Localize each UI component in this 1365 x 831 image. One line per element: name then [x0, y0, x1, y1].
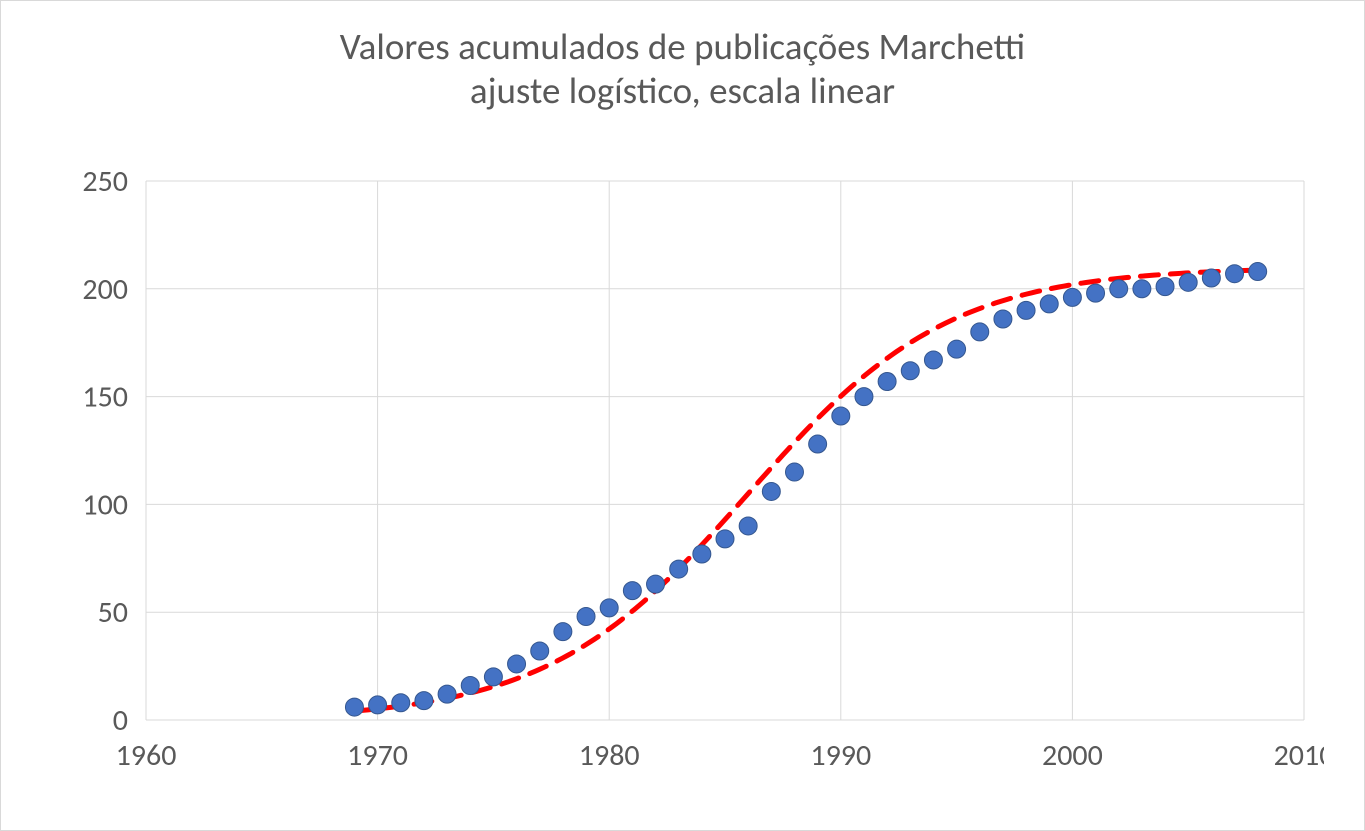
- data-point: [600, 599, 618, 617]
- data-point: [1179, 273, 1197, 291]
- data-point: [554, 623, 572, 641]
- x-tick-label: 2010: [1274, 737, 1324, 774]
- data-point: [809, 435, 827, 453]
- data-point: [716, 530, 734, 548]
- data-point: [508, 655, 526, 673]
- x-tick-label: 1980: [579, 737, 640, 774]
- data-point: [1110, 280, 1128, 298]
- data-point: [1017, 301, 1035, 319]
- data-point: [971, 323, 989, 341]
- data-point: [762, 482, 780, 500]
- chart-container: Valores acumulados de publicações Marche…: [0, 0, 1365, 831]
- data-point: [461, 677, 479, 695]
- x-tick-label: 2000: [1042, 737, 1103, 774]
- chart-title-line1: Valores acumulados de publicações Marche…: [1, 25, 1364, 69]
- data-point: [1087, 284, 1105, 302]
- data-point: [1063, 288, 1081, 306]
- data-point: [924, 351, 942, 369]
- data-point: [901, 362, 919, 380]
- data-point: [785, 463, 803, 481]
- data-point: [438, 685, 456, 703]
- y-tick-label: 50: [98, 594, 128, 631]
- data-point: [415, 692, 433, 710]
- y-tick-label: 250: [82, 171, 128, 200]
- data-point: [1202, 269, 1220, 287]
- data-point: [1226, 265, 1244, 283]
- data-point: [994, 310, 1012, 328]
- plot-svg: 1960 1970 1980 1990 2000 2010 0 50 100 150 200 250: [61, 171, 1324, 790]
- data-point: [1040, 295, 1058, 313]
- data-point: [369, 696, 387, 714]
- data-point: [670, 560, 688, 578]
- data-point: [392, 694, 410, 712]
- data-point: [693, 545, 711, 563]
- data-point: [484, 668, 502, 686]
- y-tick-label: 150: [82, 379, 128, 416]
- data-point: [577, 608, 595, 626]
- data-point: [832, 407, 850, 425]
- data-point: [345, 698, 363, 716]
- y-tick-label: 200: [82, 271, 128, 308]
- data-point: [855, 388, 873, 406]
- data-point: [623, 582, 641, 600]
- x-tick-label: 1990: [810, 737, 871, 774]
- chart-title: Valores acumulados de publicações Marche…: [1, 1, 1364, 114]
- x-tick-label: 1960: [116, 737, 177, 774]
- data-point: [647, 575, 665, 593]
- logistic-fit-line: [354, 270, 1257, 711]
- y-tick-label: 0: [113, 702, 128, 739]
- x-tick-label: 1970: [347, 737, 408, 774]
- data-point: [1156, 278, 1174, 296]
- data-point: [531, 642, 549, 660]
- data-point: [739, 517, 757, 535]
- data-point: [948, 340, 966, 358]
- y-tick-label: 100: [82, 486, 128, 523]
- data-point: [1249, 263, 1267, 281]
- data-point: [1133, 280, 1151, 298]
- plot-area: 1960 1970 1980 1990 2000 2010 0 50 100 150 200 250: [61, 171, 1324, 790]
- data-point: [878, 373, 896, 391]
- chart-title-line2: ajuste logístico, escala linear: [1, 69, 1364, 113]
